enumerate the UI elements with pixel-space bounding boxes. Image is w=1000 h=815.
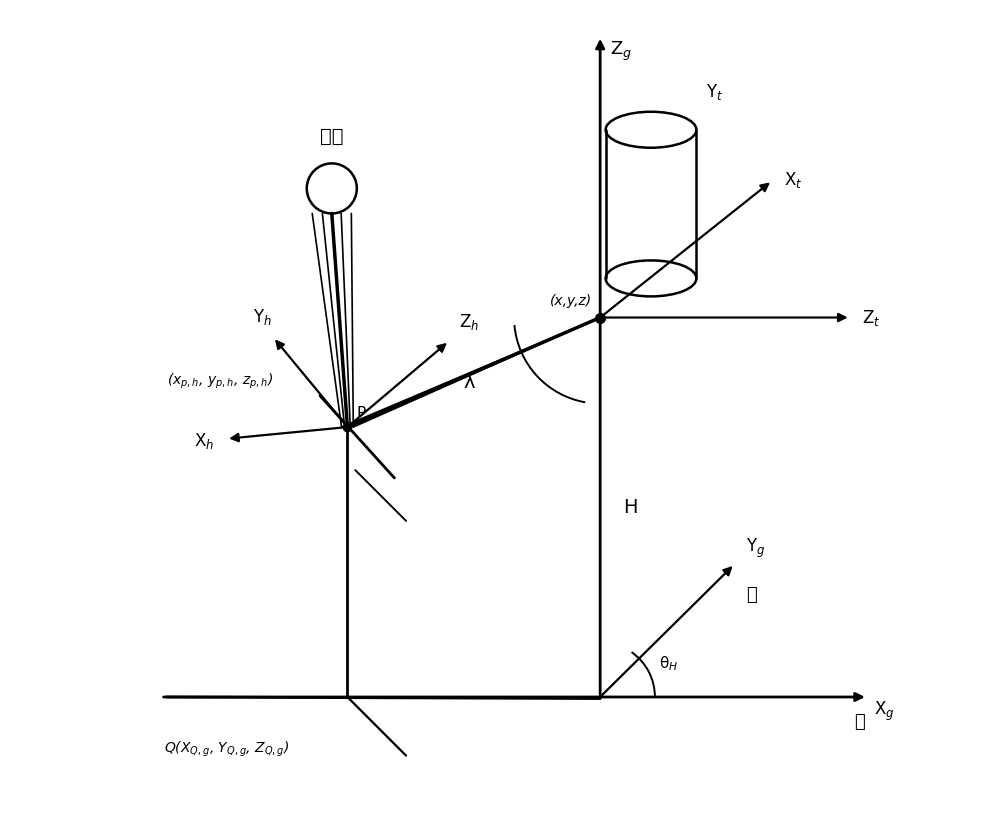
Text: 东: 东 — [746, 586, 757, 604]
Text: X$_g$: X$_g$ — [874, 699, 894, 723]
Text: θ$_H$: θ$_H$ — [659, 654, 678, 672]
Text: X$_h$: X$_h$ — [194, 431, 214, 452]
Text: P: P — [357, 406, 366, 421]
Text: Z$_g$: Z$_g$ — [610, 40, 632, 63]
Text: (x,y,z): (x,y,z) — [550, 294, 592, 308]
Text: X$_t$: X$_t$ — [784, 170, 802, 191]
Text: (x$_{p,h}$, y$_{p,h}$, z$_{p,h}$): (x$_{p,h}$, y$_{p,h}$, z$_{p,h}$) — [167, 372, 274, 391]
Text: $Q$(X$_{Q,g}$, Y$_{Q,g}$, Z$_{Q,g}$): $Q$(X$_{Q,g}$, Y$_{Q,g}$, Z$_{Q,g}$) — [164, 740, 289, 760]
Text: Y$_t$: Y$_t$ — [706, 82, 723, 103]
Text: Z$_t$: Z$_t$ — [862, 307, 881, 328]
Text: Y$_g$: Y$_g$ — [746, 537, 766, 560]
Text: λ: λ — [463, 373, 475, 392]
Text: H: H — [624, 498, 638, 517]
Text: 南: 南 — [854, 712, 864, 730]
Text: 太阳: 太阳 — [320, 127, 344, 146]
Text: Y$_h$: Y$_h$ — [253, 307, 272, 327]
Text: Z$_h$: Z$_h$ — [459, 311, 479, 332]
